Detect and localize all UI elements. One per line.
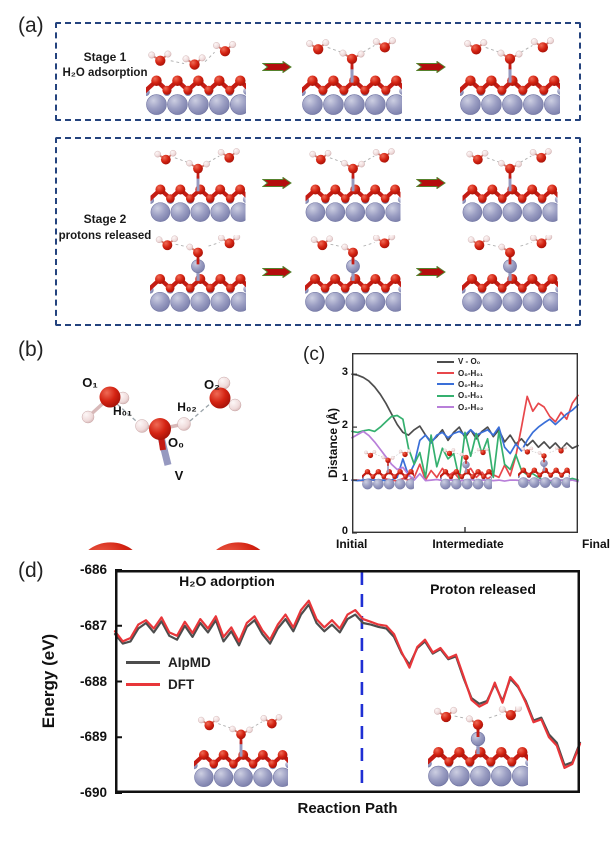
y-tick-label: 1 (341, 472, 348, 485)
molecule-snapshot-stage1-initial (146, 35, 246, 116)
y-tick-label: -687 (79, 617, 107, 633)
legend-label: O₁-H₀₁ (458, 391, 483, 401)
stage2-box (55, 137, 581, 326)
stage2-title: Stage 2 (83, 212, 127, 226)
reaction-arrow-icon (416, 177, 446, 189)
reaction-arrow-icon (262, 177, 292, 189)
molecule-snapshot-stage2-row2-c (462, 234, 558, 314)
series-line-DFT (113, 599, 582, 769)
reaction-arrow-icon (262, 266, 292, 278)
legend-line-sample (126, 682, 160, 686)
molecule-snapshot-stage2-row1-a (150, 146, 246, 223)
chart-c-xtick-initial: Initial (336, 537, 368, 551)
legend-line-sample (437, 383, 454, 386)
legend-label: AIpMD (168, 654, 211, 670)
legend-row: O₀-H₀₂ (437, 379, 483, 390)
legend-row: DFT (126, 673, 211, 695)
chart-c-legend: V - O₀ O₀-H₀₁ O₀-H₀₂ O₁-H₀₁ O₂-H₀₂ (437, 356, 483, 413)
molecule-snapshot-stage1-mid (302, 35, 402, 116)
atom-label-o0: O₀ (168, 435, 184, 450)
chart-d-inset-adsorption (193, 712, 289, 788)
y-tick-label: -689 (79, 729, 107, 745)
chart-c-plot-area: V - O₀ O₀-H₀₁ O₀-H₀₂ O₁-H₀₁ O₂-H₀₂ 0 1 2 3 (342, 352, 579, 537)
reaction-arrow-icon (262, 61, 292, 73)
y-tick-label: -686 (79, 562, 107, 577)
molecule-snapshot-stage1-final (460, 35, 560, 116)
panel-d-label: (d) (18, 559, 44, 582)
chart-c-inset-final (518, 445, 570, 490)
stage1-box (55, 22, 581, 121)
atom-label-h02: H₀₂ (177, 400, 196, 414)
y-tick-label: 0 (341, 525, 348, 537)
stage1-subtitle: H₂O adsorption (62, 67, 148, 79)
atom-label-o1: O₁ (82, 375, 98, 390)
chart-c-xtick-final: Final (581, 537, 610, 551)
legend-line-sample (437, 394, 454, 397)
legend-label: O₀-H₀₁ (458, 368, 484, 378)
labeled-molecule-diagram: O₁ O₂ H₀₁ H₀₂ O₀ V (35, 375, 300, 550)
atom-label-o2: O₂ (204, 377, 220, 392)
y-tick-label: -690 (79, 785, 107, 800)
y-tick-label: 3 (341, 366, 348, 379)
chart-c-inset-initial (362, 448, 414, 490)
chart-c-inset-intermediate (440, 448, 492, 490)
legend-row: O₁-H₀₁ (437, 390, 483, 401)
panel-a-label: (a) (18, 14, 44, 37)
stage1-title: Stage 1 (83, 50, 127, 64)
legend-line-sample (437, 406, 454, 409)
stage2-subtitle: protons released (58, 230, 152, 242)
legend-row: AIpMD (126, 651, 211, 673)
panel-c-label: (c) (303, 344, 326, 365)
legend-label: DFT (168, 676, 195, 692)
legend-row: O₂-H₀₂ (437, 402, 483, 413)
chart-c-y-axis-title: Distance (Å) (326, 408, 340, 479)
chart-d-inset-proton-released (428, 706, 528, 788)
y-tick-label: -688 (79, 673, 107, 689)
molecule-snapshot-stage2-row2-b (305, 234, 401, 314)
chart-d-x-axis-title: Reaction Path (297, 800, 398, 817)
chart-d-y-axis-title: Energy (eV) (39, 633, 58, 729)
reaction-arrow-icon (416, 61, 446, 73)
molecule-snapshot-stage2-row1-b (305, 146, 401, 223)
reaction-arrow-icon (416, 266, 446, 278)
legend-line-sample (437, 360, 454, 363)
legend-label: O₀-H₀₂ (458, 379, 484, 389)
legend-line-sample (126, 660, 160, 664)
chart-d-legend: AIpMD DFT (126, 651, 211, 695)
chart-c-xtick-intermediate: Intermediate (432, 537, 504, 551)
legend-line-sample (437, 372, 454, 375)
legend-label: O₂-H₀₂ (458, 402, 484, 412)
chart-d (113, 569, 582, 794)
chart-d-region-label-left: H₂O adorption (179, 573, 275, 589)
series-line-O₁-H₀₁ (351, 414, 579, 484)
legend-label: V - O₀ (458, 357, 481, 367)
atom-label-h01: H₀₁ (113, 404, 132, 418)
legend-row: O₀-H₀₁ (437, 367, 483, 378)
molecule-snapshot-stage2-row1-c (462, 146, 558, 223)
y-tick-label: 2 (341, 419, 348, 432)
chart-d-region-label-right: Proton released (430, 581, 536, 597)
chart-d-plot-area: AIpMD DFT -686 -687 -688 -689 -690 (80, 562, 582, 800)
molecule-snapshot-stage2-row2-a (150, 234, 246, 314)
legend-row: V - O₀ (437, 356, 483, 367)
panel-b-label: (b) (18, 338, 44, 361)
atom-label-v: V (175, 468, 184, 483)
